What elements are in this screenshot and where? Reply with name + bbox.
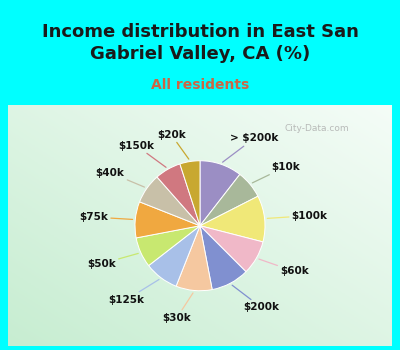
Wedge shape bbox=[149, 226, 200, 286]
Text: All residents: All residents bbox=[151, 78, 249, 92]
Text: $200k: $200k bbox=[232, 285, 279, 312]
Text: $75k: $75k bbox=[79, 212, 133, 222]
Text: Income distribution in East San
Gabriel Valley, CA (%): Income distribution in East San Gabriel … bbox=[42, 23, 358, 63]
Wedge shape bbox=[200, 226, 246, 289]
Text: $125k: $125k bbox=[108, 280, 159, 304]
Wedge shape bbox=[135, 202, 200, 238]
Text: $10k: $10k bbox=[252, 162, 300, 183]
Text: $60k: $60k bbox=[259, 259, 309, 276]
Text: $40k: $40k bbox=[96, 168, 144, 187]
Wedge shape bbox=[200, 196, 265, 242]
Text: $150k: $150k bbox=[118, 141, 166, 167]
Wedge shape bbox=[140, 177, 200, 226]
Text: > $200k: > $200k bbox=[222, 133, 278, 162]
Text: $20k: $20k bbox=[157, 130, 189, 159]
Text: $50k: $50k bbox=[87, 253, 138, 269]
Wedge shape bbox=[176, 226, 212, 291]
Wedge shape bbox=[200, 174, 258, 226]
Wedge shape bbox=[157, 164, 200, 226]
Wedge shape bbox=[200, 161, 240, 226]
Text: $30k: $30k bbox=[162, 293, 193, 323]
Text: City-Data.com: City-Data.com bbox=[284, 124, 349, 133]
Wedge shape bbox=[180, 161, 200, 226]
Text: $100k: $100k bbox=[267, 211, 328, 220]
Wedge shape bbox=[200, 226, 263, 272]
Wedge shape bbox=[136, 226, 200, 266]
